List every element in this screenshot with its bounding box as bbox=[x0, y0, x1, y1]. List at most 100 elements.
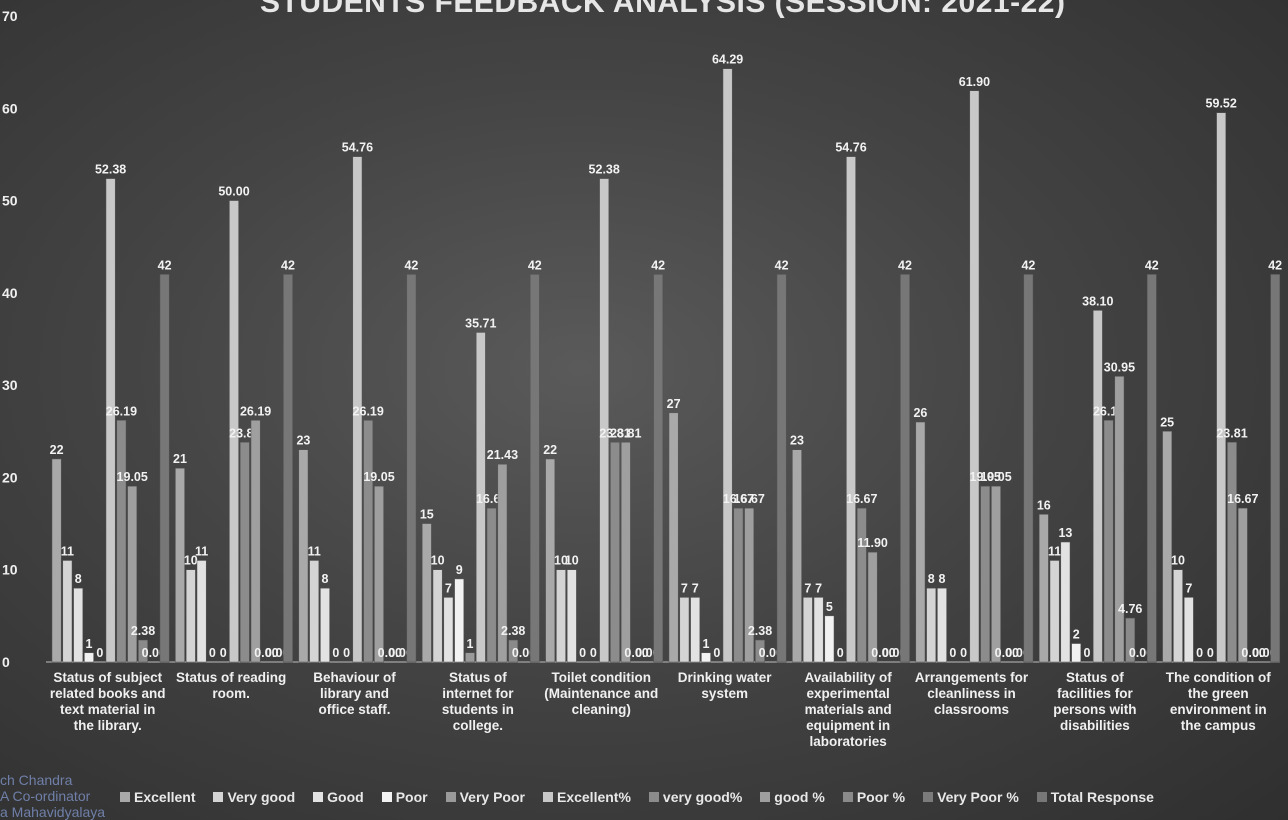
bar-poor-6 bbox=[824, 615, 835, 663]
data-label: 19.05 bbox=[980, 470, 1011, 484]
data-label: 61.90 bbox=[959, 75, 990, 89]
data-label: 8 bbox=[322, 572, 329, 586]
corner-note-line: a Mahavidyalaya bbox=[0, 804, 106, 820]
corner-note-line: A Co-ordinator bbox=[0, 788, 91, 804]
bar-very-poor-3 bbox=[465, 652, 475, 663]
y-tick-label: 50 bbox=[2, 193, 18, 209]
bar-good--4 bbox=[620, 442, 631, 663]
data-label: 19.05 bbox=[970, 470, 1001, 484]
data-label: 2.38 bbox=[748, 624, 772, 638]
data-label: 19.05 bbox=[363, 470, 394, 484]
bar-good-5 bbox=[690, 597, 701, 663]
bar-very-good--5 bbox=[733, 507, 744, 663]
bar-good--8 bbox=[1114, 376, 1125, 663]
bar-total-response-9 bbox=[1270, 274, 1281, 663]
bar-total-response-7 bbox=[1023, 274, 1034, 663]
data-label: 16.67 bbox=[723, 492, 754, 506]
data-label: 42 bbox=[1021, 258, 1035, 272]
data-label: 26.19 bbox=[106, 404, 137, 418]
legend-item: Total Response bbox=[1036, 789, 1154, 805]
data-label: 4.76 bbox=[1118, 602, 1142, 616]
bar-excellent-6 bbox=[792, 449, 802, 663]
data-label: 5 bbox=[826, 600, 833, 614]
bar-excellent--5 bbox=[722, 68, 733, 663]
data-label: 0 bbox=[1084, 646, 1091, 660]
data-label: 0.00 bbox=[378, 646, 402, 660]
legend-item: Very Poor % bbox=[923, 789, 1019, 805]
data-label: 10 bbox=[565, 554, 579, 568]
legend-swatch bbox=[213, 792, 224, 802]
legend-item: Very Poor bbox=[445, 789, 525, 805]
bar-good--5 bbox=[744, 507, 755, 663]
bar-very-good--4 bbox=[610, 442, 620, 663]
bar-total-response-2 bbox=[406, 274, 417, 663]
bar-very-good--0 bbox=[116, 420, 127, 663]
bar-excellent-7 bbox=[915, 421, 926, 663]
data-label: 10 bbox=[184, 554, 198, 568]
bar-very-good-8 bbox=[1049, 560, 1060, 663]
data-label: 2 bbox=[1073, 628, 1080, 642]
bar-poor-3 bbox=[454, 578, 465, 663]
data-label: 42 bbox=[281, 258, 295, 272]
data-label: 11.90 bbox=[857, 536, 888, 550]
bar-good--0 bbox=[127, 485, 138, 663]
bar-very-good-5 bbox=[679, 597, 690, 663]
data-label: 1 bbox=[467, 637, 474, 651]
legend-item: Very good bbox=[213, 789, 295, 805]
data-label: 10 bbox=[554, 554, 568, 568]
data-label: 0.00 bbox=[1241, 646, 1265, 660]
bar-poor-8 bbox=[1071, 643, 1082, 663]
bar-very-good-2 bbox=[309, 560, 320, 663]
legend-item: Good bbox=[313, 789, 364, 805]
bar-very-good--3 bbox=[486, 507, 497, 663]
data-label: 10 bbox=[431, 554, 445, 568]
bar-excellent-3 bbox=[421, 523, 432, 663]
legend-item: Excellent% bbox=[542, 789, 631, 805]
bar-poor--0 bbox=[138, 639, 148, 663]
category-label: Toilet condition (Maintenance and cleaning… bbox=[544, 670, 658, 717]
data-label: 52.38 bbox=[95, 163, 126, 177]
category-label: Status of subject related books and text m… bbox=[50, 670, 166, 733]
bar-excellent--3 bbox=[475, 332, 486, 663]
data-label: 0 bbox=[579, 646, 586, 660]
bar-very-good-0 bbox=[62, 560, 73, 663]
legend-swatch bbox=[120, 792, 130, 802]
legend-swatch bbox=[842, 792, 853, 802]
bar-good--3 bbox=[497, 463, 508, 663]
bar-excellent-4 bbox=[545, 458, 556, 663]
legend-label: Very good bbox=[227, 789, 296, 805]
category-label: The condition of the green environment in t… bbox=[1166, 670, 1271, 733]
bar-excellent-0 bbox=[51, 458, 62, 663]
bar-total-response-8 bbox=[1146, 274, 1157, 663]
bar-good-7 bbox=[937, 587, 947, 663]
legend-swatch bbox=[445, 792, 456, 802]
y-tick-label: 10 bbox=[2, 562, 18, 578]
data-label: 64.29 bbox=[712, 53, 743, 67]
data-label: 0 bbox=[1207, 646, 1214, 660]
bar-very-good--2 bbox=[363, 420, 374, 663]
category-label: Status of reading room. bbox=[176, 670, 286, 701]
data-label: 16 bbox=[1037, 498, 1051, 512]
data-label: 0.00 bbox=[624, 646, 648, 660]
bar-good-8 bbox=[1060, 541, 1071, 663]
y-tick-label: 0 bbox=[2, 654, 10, 670]
bar-total-response-1 bbox=[283, 274, 293, 663]
data-label: 59.52 bbox=[1206, 97, 1237, 111]
data-label: 13 bbox=[1058, 526, 1072, 540]
data-label: 42 bbox=[898, 258, 912, 272]
bar-good-3 bbox=[443, 597, 454, 663]
bar-poor-5 bbox=[701, 652, 711, 663]
data-label: 0 bbox=[949, 646, 956, 660]
data-label: 0.00 bbox=[871, 646, 895, 660]
legend-label: Good bbox=[327, 789, 364, 805]
bar-good-2 bbox=[320, 587, 330, 663]
y-tick-label: 60 bbox=[2, 100, 18, 116]
data-label: 0.00 bbox=[254, 646, 278, 660]
bar-excellent-9 bbox=[1162, 431, 1173, 663]
data-label: 23.81 bbox=[610, 426, 641, 440]
bar-total-response-6 bbox=[900, 274, 910, 663]
bar-very-good-6 bbox=[802, 597, 813, 663]
data-label: 2.38 bbox=[131, 624, 155, 638]
data-label: 54.76 bbox=[342, 141, 373, 155]
